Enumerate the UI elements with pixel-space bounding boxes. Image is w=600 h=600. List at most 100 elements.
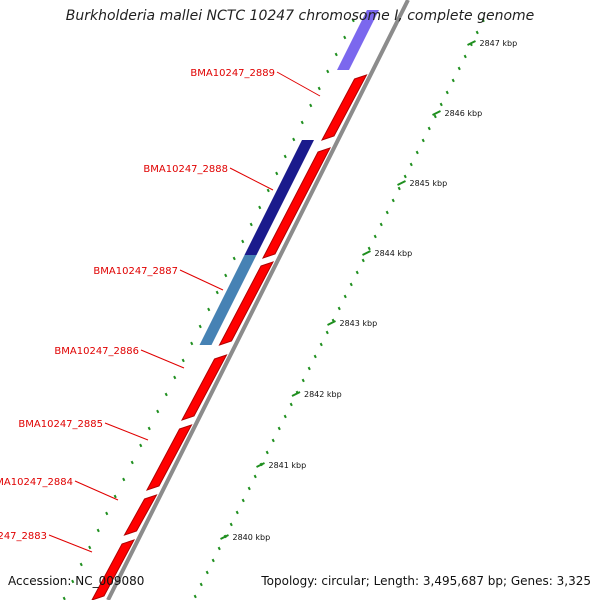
- scale-minor-tick: [355, 270, 359, 275]
- scale-minor-tick: [325, 330, 329, 335]
- cds-arrow[interactable]: [180, 354, 228, 421]
- cds-arrow[interactable]: [145, 424, 193, 491]
- cds-arrow[interactable]: [320, 74, 368, 141]
- gc-skew-tick: [241, 239, 245, 244]
- scale-minor-tick: [415, 150, 419, 155]
- scale-minor-tick: [283, 414, 287, 419]
- genome-summary: Topology: circular; Length: 3,495,687 bp…: [261, 574, 591, 588]
- scale-minor-tick: [277, 426, 281, 431]
- scale-minor-tick: [475, 30, 479, 35]
- gc-skew-tick: [164, 392, 168, 397]
- gene-label[interactable]: BMA10247_2884: [0, 477, 73, 488]
- scale-major-tick: [256, 462, 265, 468]
- scale-minor-tick: [445, 90, 449, 95]
- scale-minor-tick: [409, 162, 413, 167]
- gc-skew-tick: [198, 324, 202, 329]
- gc-skew-tick: [71, 579, 75, 584]
- cds-arrow[interactable]: [123, 494, 158, 536]
- blast-hit-bar[interactable]: [199, 255, 257, 345]
- gc-skew-tick: [79, 562, 83, 567]
- map-title: Burkholderia mallei NCTC 10247 chromosom…: [65, 8, 535, 24]
- gc-skew-tick: [105, 511, 109, 516]
- scale-major-tick: [291, 391, 301, 397]
- scale-minor-tick: [265, 450, 269, 455]
- gc-skew-tick: [343, 35, 347, 40]
- scale-major-tick: [362, 250, 371, 256]
- scale-minor-tick: [253, 474, 257, 479]
- backbone-line: [106, 0, 410, 600]
- gc-skew-tick: [147, 426, 151, 431]
- gene-label[interactable]: BMA10247_2883: [0, 531, 47, 542]
- scale-major-tick: [397, 180, 406, 186]
- scale-minor-tick: [421, 138, 425, 143]
- gc-skew-tick: [139, 443, 143, 448]
- gc-skew-tick: [292, 137, 296, 142]
- scale-minor-tick: [337, 306, 341, 311]
- scale-tick-label: 2846 kbp: [445, 109, 483, 118]
- scale-minor-tick: [349, 282, 353, 287]
- scale-major-tick: [432, 110, 441, 116]
- scale-minor-tick: [247, 486, 251, 491]
- scale-minor-tick: [379, 222, 383, 227]
- gene-label[interactable]: BMA10247_2889: [190, 68, 275, 79]
- scale-minor-tick: [211, 558, 215, 563]
- scale-minor-tick: [319, 342, 323, 347]
- scale-minor-tick: [391, 198, 395, 203]
- gc-skew-tick: [275, 171, 279, 176]
- scale-minor-tick: [313, 354, 317, 359]
- gene-leader-line: [140, 349, 185, 369]
- scale-minor-tick: [241, 498, 245, 503]
- scale-minor-tick: [229, 522, 233, 527]
- gc-skew-tick: [96, 528, 100, 533]
- scale-minor-tick: [307, 366, 311, 371]
- gc-skew-tick: [190, 341, 194, 346]
- gc-skew-tick: [326, 69, 330, 74]
- blast-hit-bar[interactable]: [244, 140, 315, 255]
- gc-skew-tick: [173, 375, 177, 380]
- gc-skew-tick: [156, 409, 160, 414]
- scale-minor-tick: [235, 510, 239, 515]
- scale-minor-tick: [433, 114, 437, 119]
- gene-leader-line: [74, 480, 119, 501]
- cds-arrow[interactable]: [91, 539, 136, 600]
- scale-minor-tick: [397, 186, 401, 191]
- gc-skew-tick: [309, 103, 313, 108]
- gc-skew-tick: [88, 545, 92, 550]
- gc-skew-tick: [181, 358, 185, 363]
- scale-minor-tick: [217, 546, 221, 551]
- gene-leader-line: [104, 422, 149, 441]
- gc-skew-tick: [113, 494, 117, 499]
- scale-major-tick: [467, 40, 476, 46]
- scale-tick-label: 2844 kbp: [375, 249, 413, 258]
- scale-minor-tick: [301, 378, 305, 383]
- gene-leader-line: [229, 167, 274, 191]
- accession-label: Accession: NC_009080: [8, 574, 145, 588]
- gene-leader-line: [276, 71, 321, 97]
- cds-arrow[interactable]: [261, 147, 332, 259]
- scale-major-tick: [220, 534, 229, 540]
- scale-tick-label: 2840 kbp: [233, 533, 271, 542]
- gc-skew-tick: [300, 120, 304, 125]
- scale-minor-tick: [343, 294, 347, 299]
- gc-skew-tick: [266, 188, 270, 193]
- gc-skew-tick: [122, 477, 126, 482]
- gene-label[interactable]: BMA10247_2886: [54, 346, 139, 357]
- gene-leader-line: [48, 534, 93, 553]
- scale-minor-tick: [289, 402, 293, 407]
- gc-skew-tick: [351, 18, 355, 23]
- gene-label[interactable]: BMA10247_2885: [18, 419, 103, 430]
- scale-tick-label: 2841 kbp: [269, 461, 307, 470]
- cds-arrow[interactable]: [218, 261, 275, 346]
- scale-minor-tick: [451, 78, 455, 83]
- gc-skew-tick: [207, 307, 211, 312]
- gc-skew-tick: [130, 460, 134, 465]
- blast-hit-bar[interactable]: [337, 10, 379, 70]
- gene-label[interactable]: BMA10247_2887: [93, 266, 178, 277]
- scale-tick-label: 2847 kbp: [480, 39, 518, 48]
- scale-minor-tick: [205, 570, 209, 575]
- gc-skew-tick: [232, 256, 236, 261]
- gc-skew-tick: [224, 273, 228, 278]
- gene-label[interactable]: BMA10247_2888: [143, 164, 228, 175]
